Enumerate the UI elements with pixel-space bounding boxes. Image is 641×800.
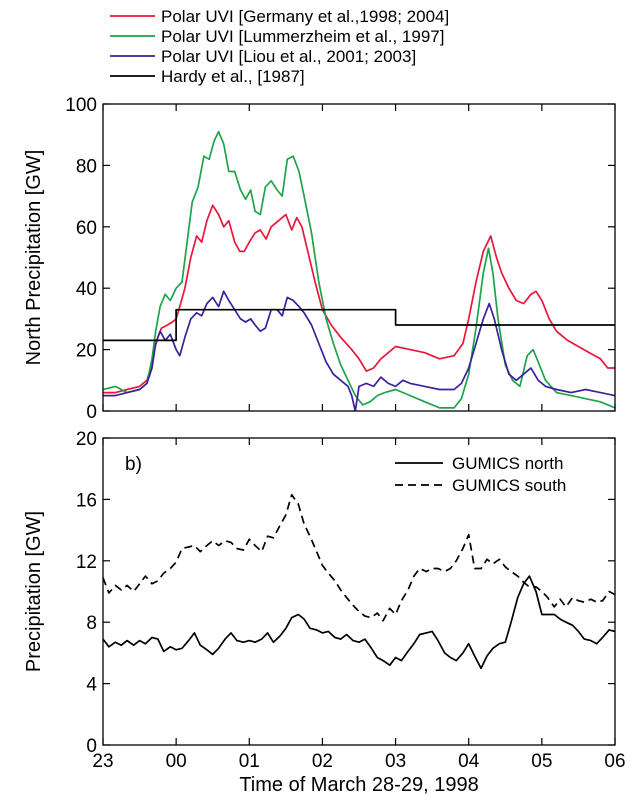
x-tick-label: 03: [385, 751, 406, 772]
y-tick-label: 4: [86, 675, 97, 696]
y-tick-label: 0: [86, 736, 97, 757]
series-group: [103, 493, 615, 670]
y-tick-label: 20: [76, 341, 97, 362]
x-tick-label: 23: [92, 751, 113, 772]
y-tick-label: 20: [76, 429, 97, 450]
legend-entry: Polar UVI [Germany et al.,1998; 2004]: [161, 7, 449, 26]
legend-entry: Polar UVI [Lummerzheim et al., 1997]: [161, 27, 444, 46]
series-group: [103, 130, 615, 411]
x-tick-label: 05: [531, 751, 552, 772]
series-line-3: [103, 290, 615, 411]
panel-label: b): [125, 454, 142, 475]
panel-a: 0 20 40 60 80 100 North Precipitation [GW]: [23, 95, 616, 423]
plot-frame: [102, 103, 616, 412]
series-line-2: [103, 493, 615, 622]
series-line-1: [103, 575, 615, 670]
y-tick-label: 80: [76, 156, 97, 177]
y-tick-label: 8: [86, 613, 97, 634]
x-axis-label: Time of March 28-29, 1998: [239, 774, 478, 796]
x-tick-label: 00: [166, 751, 187, 772]
legend-entry: Polar UVI [Liou et al., 2001; 2003]: [161, 47, 416, 66]
y-tick-label: 0: [86, 402, 97, 423]
y-tick-label: 16: [76, 490, 97, 511]
x-tick-label: 02: [312, 751, 333, 772]
y-axis-label: Precipitation [GW]: [23, 511, 45, 672]
plot-frame: [102, 437, 616, 746]
x-tick-label: 01: [239, 751, 260, 772]
legend-entry: Hardy et al., [1987]: [161, 67, 305, 86]
y-tick-label: 100: [65, 95, 97, 116]
series-line-4: [103, 308, 615, 342]
y-axis-label: North Precipitation [GW]: [23, 150, 45, 366]
legend-entry: GUMICS north: [452, 454, 563, 473]
x-tick-label: 06: [604, 751, 625, 772]
legend-entry: GUMICS south: [452, 476, 566, 495]
series-line-1: [103, 204, 615, 394]
y-tick-label: 12: [76, 552, 97, 573]
y-tick-label: 60: [76, 218, 97, 239]
series-line-2: [103, 130, 615, 409]
x-tick-label: 04: [458, 751, 480, 772]
y-tick-label: 40: [76, 279, 97, 300]
legend-panel-a: Polar UVI [Germany et al.,1998; 2004]Pol…: [110, 7, 449, 86]
